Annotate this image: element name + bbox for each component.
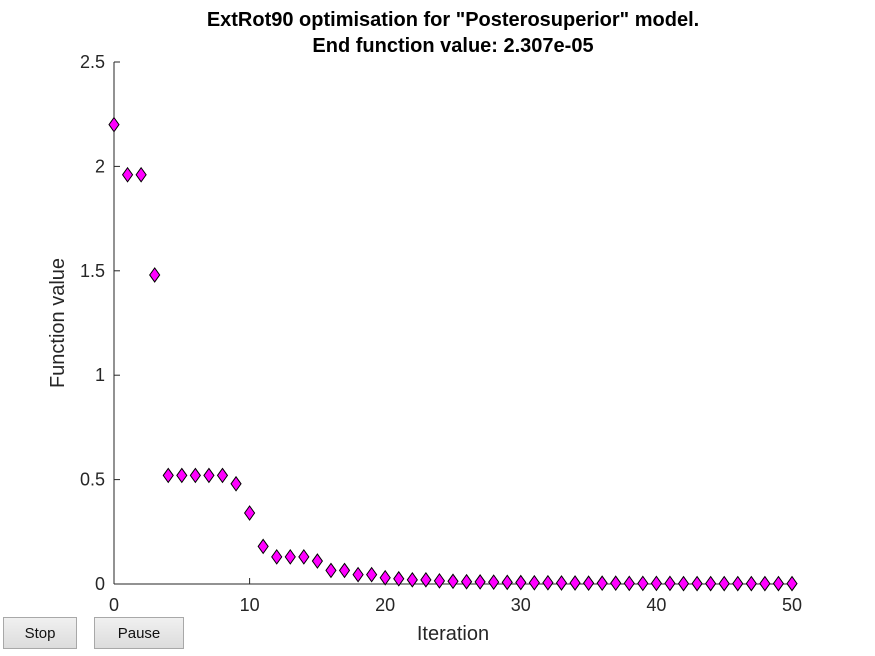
data-points bbox=[108, 116, 798, 592]
data-point bbox=[379, 569, 391, 586]
data-point bbox=[311, 553, 324, 569]
data-point bbox=[542, 574, 554, 591]
data-point bbox=[501, 574, 513, 591]
data-point bbox=[108, 116, 120, 133]
y-axis-label: Function value bbox=[47, 258, 69, 388]
data-point bbox=[393, 570, 405, 587]
data-point bbox=[243, 505, 256, 521]
y-tick-label: 2.5 bbox=[80, 52, 105, 72]
chart-title-line-1: ExtRot90 optimisation for "Posterosuperi… bbox=[207, 9, 699, 31]
ticks: 0 10 20 30 40 50 0 0.5 1 1.5 2 2.5 bbox=[80, 52, 802, 615]
data-point bbox=[569, 575, 581, 591]
data-point bbox=[664, 575, 676, 592]
data-point bbox=[718, 575, 730, 592]
data-point bbox=[230, 475, 242, 492]
x-tick-label: 30 bbox=[511, 595, 531, 615]
data-point bbox=[433, 573, 446, 589]
data-point bbox=[555, 575, 568, 591]
y-tick-label: 2 bbox=[95, 156, 105, 176]
x-tick-label: 10 bbox=[240, 595, 260, 615]
data-point bbox=[189, 467, 201, 484]
data-point bbox=[772, 575, 785, 592]
data-point bbox=[352, 566, 364, 583]
axes bbox=[113, 62, 792, 585]
data-point bbox=[162, 467, 174, 484]
data-point bbox=[271, 548, 283, 565]
data-point bbox=[406, 571, 418, 588]
data-point bbox=[216, 467, 229, 484]
y-tick-label: 1 bbox=[95, 365, 105, 385]
data-point bbox=[623, 575, 635, 592]
data-point bbox=[121, 166, 134, 183]
data-point bbox=[460, 573, 473, 590]
data-point bbox=[325, 562, 337, 579]
data-point bbox=[257, 538, 269, 555]
data-point bbox=[135, 166, 147, 183]
data-point bbox=[488, 574, 500, 590]
x-axis-label: Iteration bbox=[417, 623, 489, 645]
x-tick-label: 20 bbox=[375, 595, 395, 615]
data-point bbox=[732, 575, 744, 592]
data-point bbox=[474, 574, 486, 590]
stop-button[interactable]: Stop bbox=[3, 617, 77, 649]
data-point bbox=[691, 575, 703, 592]
pause-button[interactable]: Pause bbox=[94, 617, 184, 649]
data-point bbox=[596, 575, 608, 592]
data-point bbox=[610, 575, 622, 592]
data-point bbox=[515, 574, 527, 591]
x-tick-label: 0 bbox=[109, 595, 119, 615]
data-point bbox=[759, 575, 771, 592]
data-point bbox=[705, 575, 717, 592]
data-point bbox=[528, 574, 540, 591]
y-tick-label: 0.5 bbox=[80, 470, 105, 490]
y-tick-label: 1.5 bbox=[80, 261, 105, 281]
data-point bbox=[786, 575, 798, 592]
data-point bbox=[298, 548, 310, 565]
chart-title-line-2: End function value: 2.307e-05 bbox=[312, 35, 593, 57]
data-point bbox=[366, 566, 378, 583]
y-tick-label: 0 bbox=[95, 574, 105, 594]
data-point bbox=[284, 548, 296, 565]
x-tick-label: 40 bbox=[646, 595, 666, 615]
data-point bbox=[176, 467, 188, 484]
data-point bbox=[745, 575, 757, 592]
data-point bbox=[149, 267, 161, 283]
data-point bbox=[650, 575, 663, 592]
data-point bbox=[677, 575, 690, 592]
data-point bbox=[203, 467, 215, 484]
data-point bbox=[420, 571, 432, 588]
data-point bbox=[447, 573, 459, 590]
data-point bbox=[582, 575, 595, 592]
x-tick-label: 50 bbox=[782, 595, 802, 615]
data-point bbox=[338, 562, 351, 579]
data-point bbox=[637, 575, 649, 592]
